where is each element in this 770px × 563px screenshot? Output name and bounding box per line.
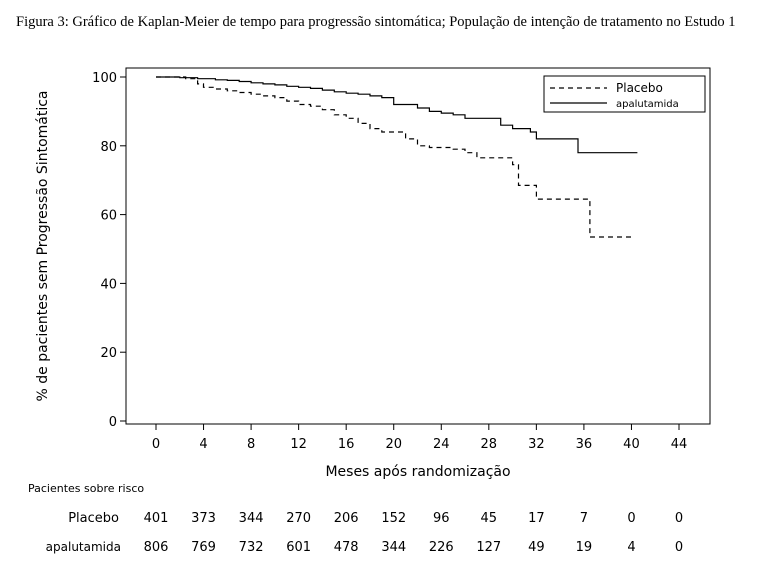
y-tick-label: 80 <box>100 140 117 155</box>
x-tick-label: 44 <box>671 437 688 452</box>
risk-table: Placebo 401 373 344 270 206 152 96 45 17 7 0 0 apalut… <box>46 511 683 555</box>
risk-cell: 344 <box>239 511 264 526</box>
figure-caption: Figura 3: Gráfico de Kaplan-Meier de tem… <box>16 14 736 30</box>
x-tick-label: 0 <box>152 437 160 452</box>
x-tick-label: 36 <box>576 437 593 452</box>
risk-table-title: Pacientes sobre risco <box>28 482 144 495</box>
y-tick-label: 20 <box>100 346 117 361</box>
x-tick-label: 4 <box>199 437 207 452</box>
x-axis: 0 4 8 12 16 20 24 28 32 36 40 44 <box>152 424 687 452</box>
series-line-apalutamida <box>156 76 638 154</box>
x-tick-label: 32 <box>528 437 545 452</box>
y-axis: 0 20 40 60 80 100 <box>92 71 126 430</box>
risk-cell: 226 <box>429 540 454 555</box>
series-line-placebo <box>156 76 632 238</box>
plot-frame <box>125 67 711 425</box>
y-axis-label: % de pacientes sem Progressão Sintomátic… <box>35 90 51 401</box>
x-tick-label: 40 <box>623 437 640 452</box>
x-axis-label: Meses após randomização <box>325 464 510 480</box>
x-tick-label: 24 <box>433 437 450 452</box>
risk-cell: 4 <box>627 540 635 555</box>
legend-label-placebo: Placebo <box>616 81 663 95</box>
risk-cell: 0 <box>675 540 683 555</box>
y-tick-label: 60 <box>100 209 117 224</box>
series-lines <box>156 76 638 238</box>
risk-cell: 270 <box>286 511 311 526</box>
risk-cell: 401 <box>144 511 169 526</box>
risk-cell: 806 <box>144 540 169 555</box>
risk-cell: 344 <box>381 540 406 555</box>
risk-cell: 45 <box>481 511 498 526</box>
x-tick-label: 28 <box>481 437 498 452</box>
risk-cell: 7 <box>580 511 588 526</box>
risk-cell: 17 <box>528 511 545 526</box>
risk-cell: 373 <box>191 511 216 526</box>
x-tick-label: 20 <box>385 437 402 452</box>
risk-cell: 478 <box>334 540 359 555</box>
risk-row-label: apalutamida <box>46 540 121 554</box>
risk-cell: 96 <box>433 511 450 526</box>
legend: Placebo apalutamida <box>543 75 706 113</box>
risk-cell: 127 <box>476 540 501 555</box>
x-tick-label: 16 <box>338 437 355 452</box>
risk-cell: 601 <box>286 540 311 555</box>
legend-label-apalutamida: apalutamida <box>616 99 679 110</box>
risk-cell: 49 <box>528 540 545 555</box>
risk-cell: 206 <box>334 511 359 526</box>
risk-cell: 732 <box>239 540 264 555</box>
x-tick-label: 8 <box>247 437 255 452</box>
risk-cell: 0 <box>675 511 683 526</box>
legend-box <box>543 75 706 113</box>
risk-cell: 0 <box>627 511 635 526</box>
risk-cell: 19 <box>576 540 593 555</box>
y-tick-label: 100 <box>92 71 117 86</box>
y-tick-label: 40 <box>100 277 117 292</box>
risk-row-label: Placebo <box>68 511 119 526</box>
risk-cell: 152 <box>381 511 406 526</box>
x-tick-label: 12 <box>290 437 307 452</box>
y-tick-label: 0 <box>109 415 117 430</box>
risk-cell: 769 <box>191 540 216 555</box>
